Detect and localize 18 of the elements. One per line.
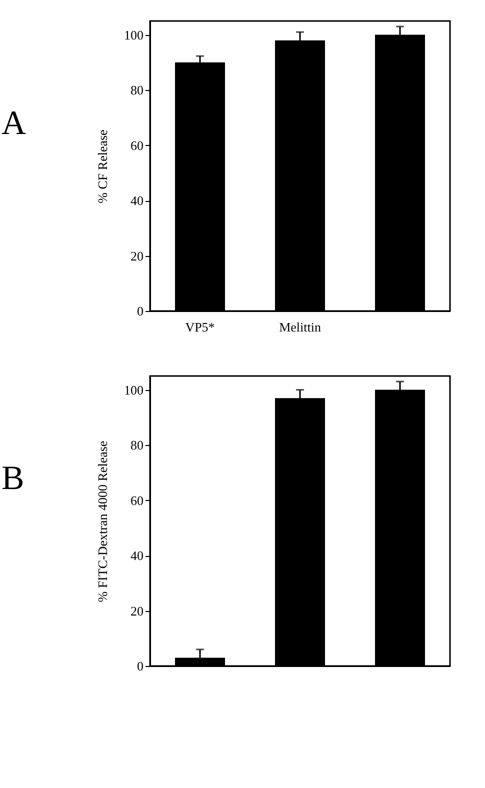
y-tick-label: 100: [124, 27, 144, 42]
y-tick-label: 60: [130, 492, 144, 508]
y-tick-label: 40: [130, 193, 144, 208]
y-axis-title: % CF Release: [95, 129, 110, 204]
x-tick-label: VP5*: [185, 320, 215, 334]
y-tick-label: 80: [130, 82, 144, 98]
y-tick-label: 0: [137, 658, 144, 674]
text: A: [2, 105, 26, 142]
y-tick-label: 100: [124, 382, 144, 398]
y-tick-label: 20: [130, 248, 144, 264]
y-tick-label: 40: [130, 548, 144, 564]
y-tick-label: 60: [130, 138, 144, 153]
y-tick-label: 20: [130, 603, 144, 618]
y-axis-title: % FITC-Dextran 4000 Release: [95, 440, 110, 602]
y-tick-label: 0: [137, 304, 144, 318]
y-tick-label: 80: [130, 438, 144, 453]
text: B: [2, 460, 24, 497]
x-tick-label: Melittin: [279, 320, 322, 334]
